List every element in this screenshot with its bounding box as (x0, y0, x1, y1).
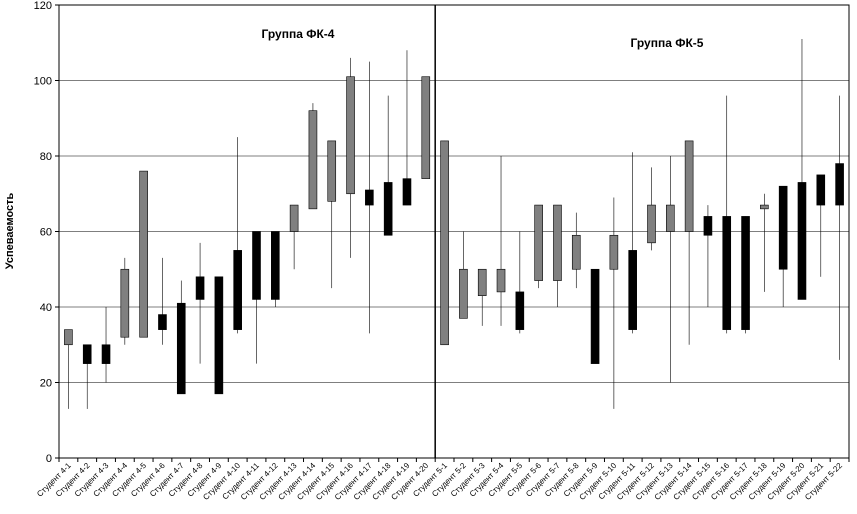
group-label-fk4: Группа ФК-4 (262, 27, 335, 41)
y-tick-label: 20 (40, 378, 52, 390)
candle-body (647, 204, 656, 244)
group-label-fk5: Группа ФК-5 (631, 36, 704, 50)
candle-body (64, 329, 73, 346)
candle-body (421, 76, 431, 179)
plot-area (58, 4, 850, 459)
candle-body (82, 344, 92, 364)
candle-body (684, 140, 694, 232)
candle-body (722, 216, 732, 330)
candle-body (553, 204, 562, 281)
candle-body (703, 216, 713, 236)
candle-body (609, 234, 619, 270)
y-tick-label: 80 (40, 151, 52, 163)
y-tick-label: 120 (34, 0, 52, 12)
candle-body (477, 268, 487, 296)
candle-body (176, 302, 186, 395)
candle-body (459, 268, 468, 319)
candle-body (816, 174, 826, 206)
y-tick-label: 60 (40, 227, 52, 239)
candle-body (139, 170, 148, 338)
y-tick-label: 40 (40, 302, 52, 314)
candle-body (214, 276, 224, 395)
candle-body (760, 204, 769, 210)
candle-body (835, 163, 844, 206)
candle-body (797, 182, 807, 300)
candle-body (252, 231, 261, 300)
y-tick-label: 100 (34, 76, 52, 88)
candle-body (515, 291, 525, 330)
candle-body (308, 110, 318, 210)
candle-body (365, 189, 374, 206)
candle-body (571, 234, 581, 270)
y-tick-label: 0 (46, 453, 52, 465)
candle-body (195, 276, 205, 300)
y-axis-label: Успеваемость (4, 192, 16, 269)
candle-body (534, 204, 543, 281)
y-axis-ticks: 0 20 40 60 80 100 120 (34, 0, 59, 465)
candle-body (158, 314, 167, 330)
candle-body (120, 268, 130, 338)
candle-body (402, 178, 412, 206)
candle-body (628, 250, 637, 330)
candle-body (233, 250, 242, 330)
candle-body (440, 140, 449, 346)
candle-body (289, 204, 299, 232)
candle-body (101, 344, 111, 364)
candle-body (346, 76, 355, 195)
candle-body (496, 268, 506, 293)
candle-body (327, 140, 337, 202)
candle-body (271, 231, 280, 300)
candle-body (666, 204, 675, 232)
candle-body (383, 182, 393, 236)
candle-body (741, 216, 750, 330)
candle-body (590, 268, 600, 364)
candle-body (778, 185, 788, 270)
gridlines (59, 80, 849, 383)
candles (64, 38, 844, 409)
